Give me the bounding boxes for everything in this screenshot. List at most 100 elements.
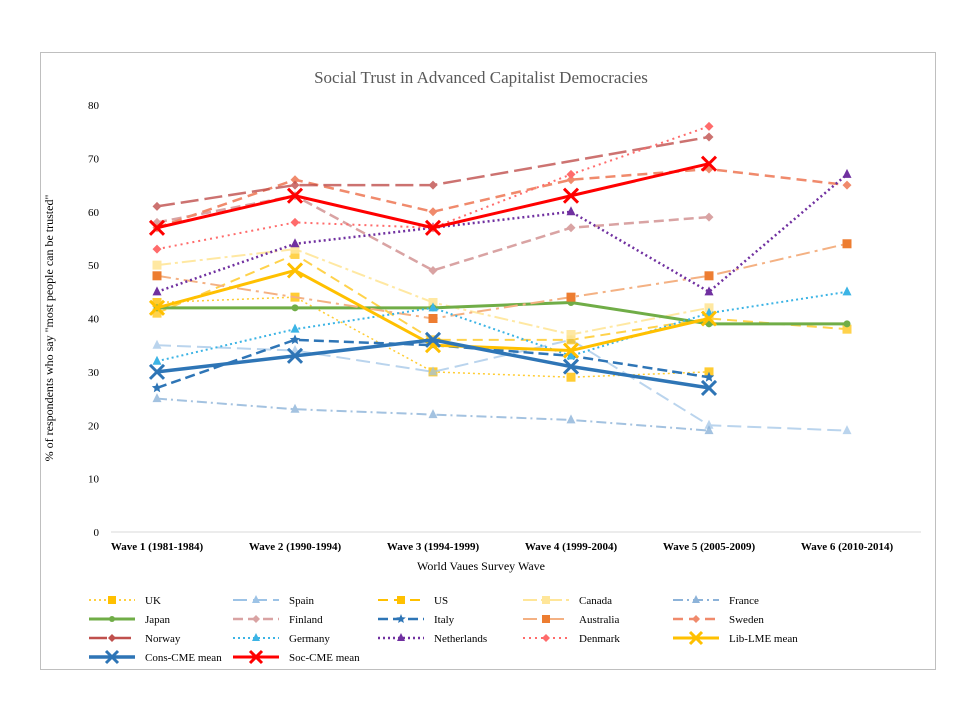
data-point-marker [396,614,406,623]
data-point-marker [566,206,576,216]
data-point-marker [704,132,714,142]
data-point-marker [566,335,576,345]
data-point-marker [542,615,550,623]
data-point-marker [428,207,438,217]
chart-title: Social Trust in Advanced Capitalist Demo… [314,68,648,87]
data-point-marker [424,219,442,236]
y-tick-label: 30 [88,367,100,379]
y-tick-label: 60 [88,207,100,219]
series-soc-cme-mean [148,155,718,236]
data-point-marker [700,310,718,327]
data-point-marker [152,297,162,307]
data-point-marker [700,379,718,396]
data-point-marker [252,595,260,603]
data-point-marker [562,187,580,204]
data-point-marker [842,239,852,249]
data-point-marker [566,169,576,179]
y-axis: 0 10 20 30 40 50 60 70 80 [88,100,100,539]
data-point-marker [704,419,714,429]
legend-item: Spain [233,595,315,607]
data-point-marker [562,342,580,359]
y-tick-label: 70 [88,153,100,165]
legend-label: Australia [579,614,619,626]
legend-label: Germany [289,633,330,645]
data-point-marker [109,616,115,622]
legend-item: US [378,595,448,607]
legend: UK Spain US Canada France Japan Finland Italy Au… [89,595,798,665]
y-axis-title: % of respondents who say "most people ca… [42,195,56,462]
legend-item: Norway [89,633,181,645]
data-point-marker [424,331,442,348]
x-tick-label: Wave 4 (1999-2004) [525,541,618,553]
data-point-marker [700,155,718,172]
data-point-marker [428,302,438,312]
data-point-marker [152,355,162,365]
legend-label: Lib-LME mean [729,633,798,645]
data-point-marker [152,286,162,296]
legend-item: UK [89,595,161,607]
data-point-marker [562,358,580,375]
data-point-marker [104,649,120,665]
legend-item: Australia [523,614,619,626]
legend-item: Finland [233,614,323,626]
data-point-marker [542,596,550,604]
legend-item: Cons-CME mean [89,649,222,665]
series-france [152,393,714,435]
legend-label: US [434,595,448,607]
series-australia [152,239,852,323]
legend-item: France [673,595,759,607]
y-tick-label: 50 [88,260,100,272]
data-point-marker [688,630,704,646]
data-point-marker [148,219,166,236]
data-point-marker [842,168,852,178]
data-point-marker [290,180,300,190]
series-line [156,253,848,341]
legend-label: Netherlands [434,633,487,645]
data-point-marker [148,299,166,316]
legend-label: UK [145,595,161,607]
legend-label: Cons-CME mean [145,652,222,664]
series-line [157,300,847,326]
data-point-marker [286,347,304,364]
series-line [156,290,848,363]
data-point-marker [290,175,300,185]
legend-item: Germany [233,633,330,645]
data-point-marker [566,330,576,340]
data-point-marker [152,260,162,270]
data-point-marker [704,271,714,281]
data-point-marker [566,292,576,302]
x-tick-label: Wave 6 (2010-2014) [801,541,894,553]
series-japan [153,298,851,328]
data-point-marker [692,615,700,623]
data-point-marker [148,363,166,380]
x-axis-title: World Vaues Survey Wave [417,559,545,573]
series-line [156,338,848,432]
series-line [156,173,848,294]
data-point-marker [842,425,852,435]
data-point-marker [428,409,438,419]
data-point-marker [566,175,576,185]
series-norway [152,132,714,211]
x-tick-label: Wave 3 (1994-1999) [387,541,480,553]
y-tick-label: 10 [88,474,100,486]
data-point-marker [252,615,260,623]
data-point-marker [152,339,162,349]
x-tick-label: Wave 5 (2005-2009) [663,541,756,553]
data-point-marker [290,238,300,248]
data-point-marker [248,649,264,665]
data-point-marker [290,249,300,259]
series-line [156,167,848,229]
data-point-marker [428,180,438,190]
data-point-marker [566,223,576,233]
legend-label: Denmark [579,633,620,645]
data-point-marker [290,217,300,227]
series-line [156,194,710,272]
legend-item: Italy [378,614,455,626]
series-finland [152,191,714,275]
data-point-marker [397,596,405,604]
y-tick-label: 40 [88,314,100,326]
series-sweden [152,164,852,233]
legend-item: Sweden [673,614,764,626]
data-point-marker [108,634,116,642]
data-point-marker [428,265,438,275]
